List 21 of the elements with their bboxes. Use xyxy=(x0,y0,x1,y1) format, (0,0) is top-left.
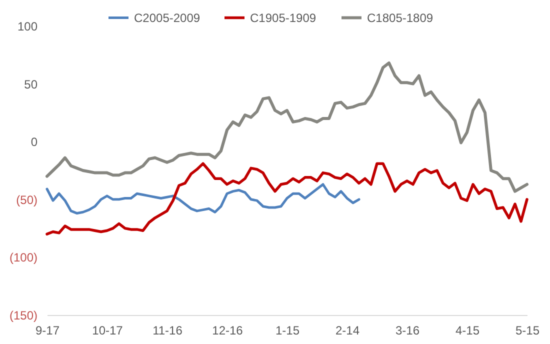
line-series xyxy=(46,162,528,236)
legend-label: C1805-1809 xyxy=(367,10,434,25)
x-tick-label: 4-15 xyxy=(455,324,480,338)
x-tick-label: 12-16 xyxy=(212,324,244,338)
y-tick-label: (150) xyxy=(9,308,38,322)
x-tick-label: 9-17 xyxy=(35,324,60,338)
x-tick-label: 2-14 xyxy=(335,324,360,338)
line-series xyxy=(46,183,360,215)
y-tick-label: 100 xyxy=(17,20,38,34)
legend-label: C2005-2009 xyxy=(134,10,200,25)
x-tick-label: 5-15 xyxy=(515,324,540,338)
x-tick-label: 11-16 xyxy=(152,324,183,338)
line-series xyxy=(46,61,528,193)
x-tick-label: 3-16 xyxy=(395,324,420,338)
x-tick-label: 1-15 xyxy=(275,324,300,338)
legend-label: C1905-1909 xyxy=(250,10,316,25)
y-tick-label: (50) xyxy=(16,192,38,207)
x-tick-label: 10-17 xyxy=(92,324,124,338)
y-tick-label: 50 xyxy=(24,77,38,92)
y-tick-label: (100) xyxy=(9,250,38,265)
y-tick-label: 0 xyxy=(30,135,38,150)
